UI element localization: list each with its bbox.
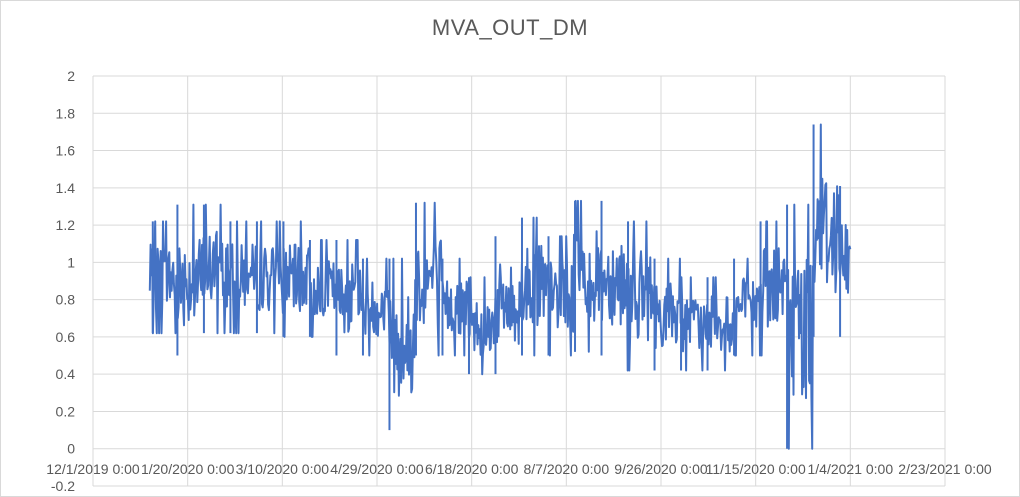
- y-tick-label: 0: [67, 441, 75, 457]
- x-tick-label: 6/18/2020 0:00: [425, 461, 519, 477]
- x-tick-label: 3/10/2020 0:00: [236, 461, 330, 477]
- chart-title: MVA_OUT_DM: [431, 15, 589, 40]
- y-tick-label: 0.2: [56, 403, 76, 419]
- gridlines: [92, 75, 946, 487]
- x-tick-label: 2/23/2021 0:00: [898, 461, 992, 477]
- series-line: [148, 123, 852, 450]
- y-axis-labels: 2 1.8 1.6 1.4 1.2 1 0.8 0.6 0.4 0.2 0 -0.2: [51, 68, 75, 494]
- x-tick-label: 9/26/2020 0:00: [614, 461, 708, 477]
- y-tick-label: 1.6: [56, 143, 76, 159]
- x-tick-label: 1/20/2020 0:00: [141, 461, 235, 477]
- y-tick-label: 1.8: [56, 105, 76, 121]
- y-tick-label: 1.2: [56, 217, 76, 233]
- y-tick-label: 0.6: [56, 329, 76, 345]
- x-tick-label: 11/15/2020 0:00: [706, 461, 806, 477]
- y-tick-label: 1: [67, 254, 75, 270]
- plot-area: [148, 123, 852, 450]
- y-tick-label: 0.8: [56, 292, 76, 308]
- x-tick-label: 1/4/2021 0:00: [808, 461, 894, 477]
- y-tick-label: 2: [67, 68, 75, 84]
- x-tick-label: 4/29/2020 0:00: [330, 461, 424, 477]
- y-tick-label: -0.2: [51, 478, 75, 494]
- x-tick-label: 8/7/2020 0:00: [524, 461, 610, 477]
- x-axis-labels: 12/1/2019 0:00 1/20/2020 0:00 3/10/2020 0:…: [46, 461, 992, 477]
- y-tick-label: 1.4: [56, 180, 76, 196]
- y-tick-label: 0.4: [56, 366, 76, 382]
- x-tick-label: 12/1/2019 0:00: [46, 461, 140, 477]
